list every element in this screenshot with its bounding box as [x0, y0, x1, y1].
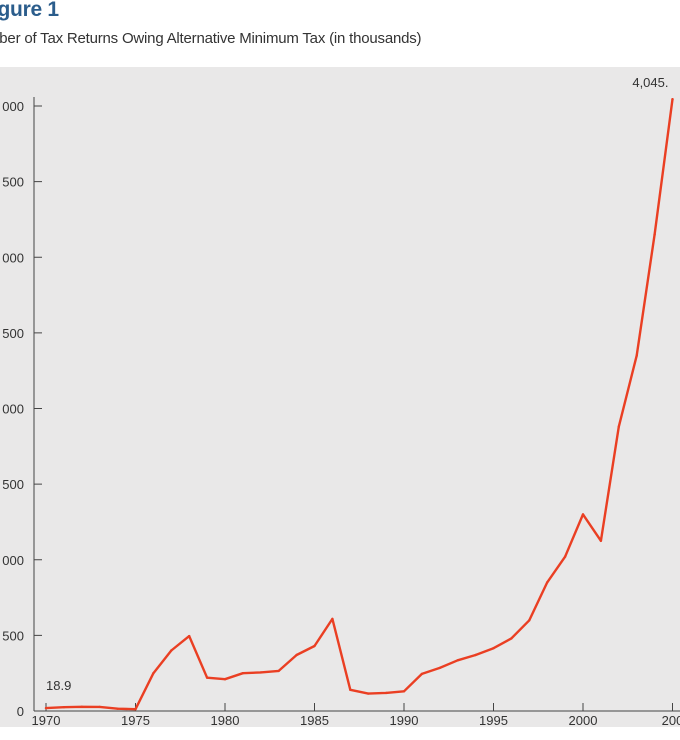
- data-label: 18.9: [46, 678, 71, 693]
- data-point: [116, 707, 119, 710]
- x-tick-label: 1985: [300, 713, 329, 728]
- data-point: [671, 98, 674, 101]
- y-tick-label: 500: [2, 175, 24, 190]
- data-point: [438, 666, 441, 670]
- data-point: [474, 653, 477, 657]
- data-point: [420, 672, 424, 676]
- x-tick-label: 1970: [32, 713, 61, 728]
- data-point: [241, 672, 245, 675]
- data-point: [223, 678, 227, 681]
- y-tick-label: 000: [2, 553, 24, 568]
- data-point: [313, 644, 316, 648]
- series-group: [44, 98, 674, 711]
- data-point: [295, 653, 298, 657]
- data-point: [617, 425, 620, 428]
- data-point: [152, 672, 155, 675]
- y-tick-label: 0: [17, 704, 24, 719]
- y-tick-label: 500: [2, 326, 24, 341]
- data-point: [492, 647, 495, 650]
- x-tick-label: 200: [662, 713, 680, 728]
- data-point: [528, 619, 531, 622]
- y-tick-label: 500: [2, 628, 24, 643]
- data-point: [563, 555, 567, 558]
- data-point: [44, 706, 48, 710]
- x-tick-label: 1975: [121, 713, 150, 728]
- data-point: [134, 708, 137, 711]
- y-tick-label: 000: [2, 99, 24, 114]
- series-line: [44, 98, 674, 711]
- y-tick-label: 500: [2, 477, 24, 492]
- x-tick-label: 2000: [569, 713, 598, 728]
- line-chart: 0 500 000 500 000 500 000 500 000 1970 1975 1980 198…: [0, 67, 680, 728]
- data-point: [599, 539, 603, 542]
- data-point: [635, 354, 638, 357]
- data-point: [188, 634, 191, 638]
- data-point: [546, 581, 549, 584]
- data-point: [653, 233, 656, 236]
- y-tick-label: 000: [2, 250, 24, 265]
- data-point: [205, 676, 209, 679]
- x-tick-label: 1980: [211, 713, 240, 728]
- data-point: [349, 688, 352, 691]
- figure-subtitle: mber of Tax Returns Owing Alternative Mi…: [0, 30, 422, 47]
- data-point: [331, 617, 334, 621]
- figure-title: igure 1: [0, 0, 59, 21]
- data-point: [170, 649, 173, 652]
- x-tick-label: 1990: [390, 713, 419, 728]
- data-point: [581, 513, 585, 516]
- tick-labels: 0 500 000 500 000 500 000 500 000 1970 1975 1980 198…: [2, 75, 680, 728]
- x-tick-label: 1995: [479, 713, 508, 728]
- data-point: [259, 671, 262, 674]
- data-point: [384, 691, 388, 695]
- data-label: 4,045.: [632, 75, 668, 90]
- plot-area: [0, 67, 680, 727]
- data-point: [402, 690, 406, 693]
- data-point: [80, 705, 84, 708]
- data-point: [510, 637, 513, 640]
- data-point: [277, 669, 280, 673]
- data-point: [98, 705, 101, 709]
- data-point: [456, 659, 459, 662]
- y-tick-label: 000: [2, 402, 24, 417]
- data-point: [62, 706, 66, 709]
- data-point: [367, 692, 370, 695]
